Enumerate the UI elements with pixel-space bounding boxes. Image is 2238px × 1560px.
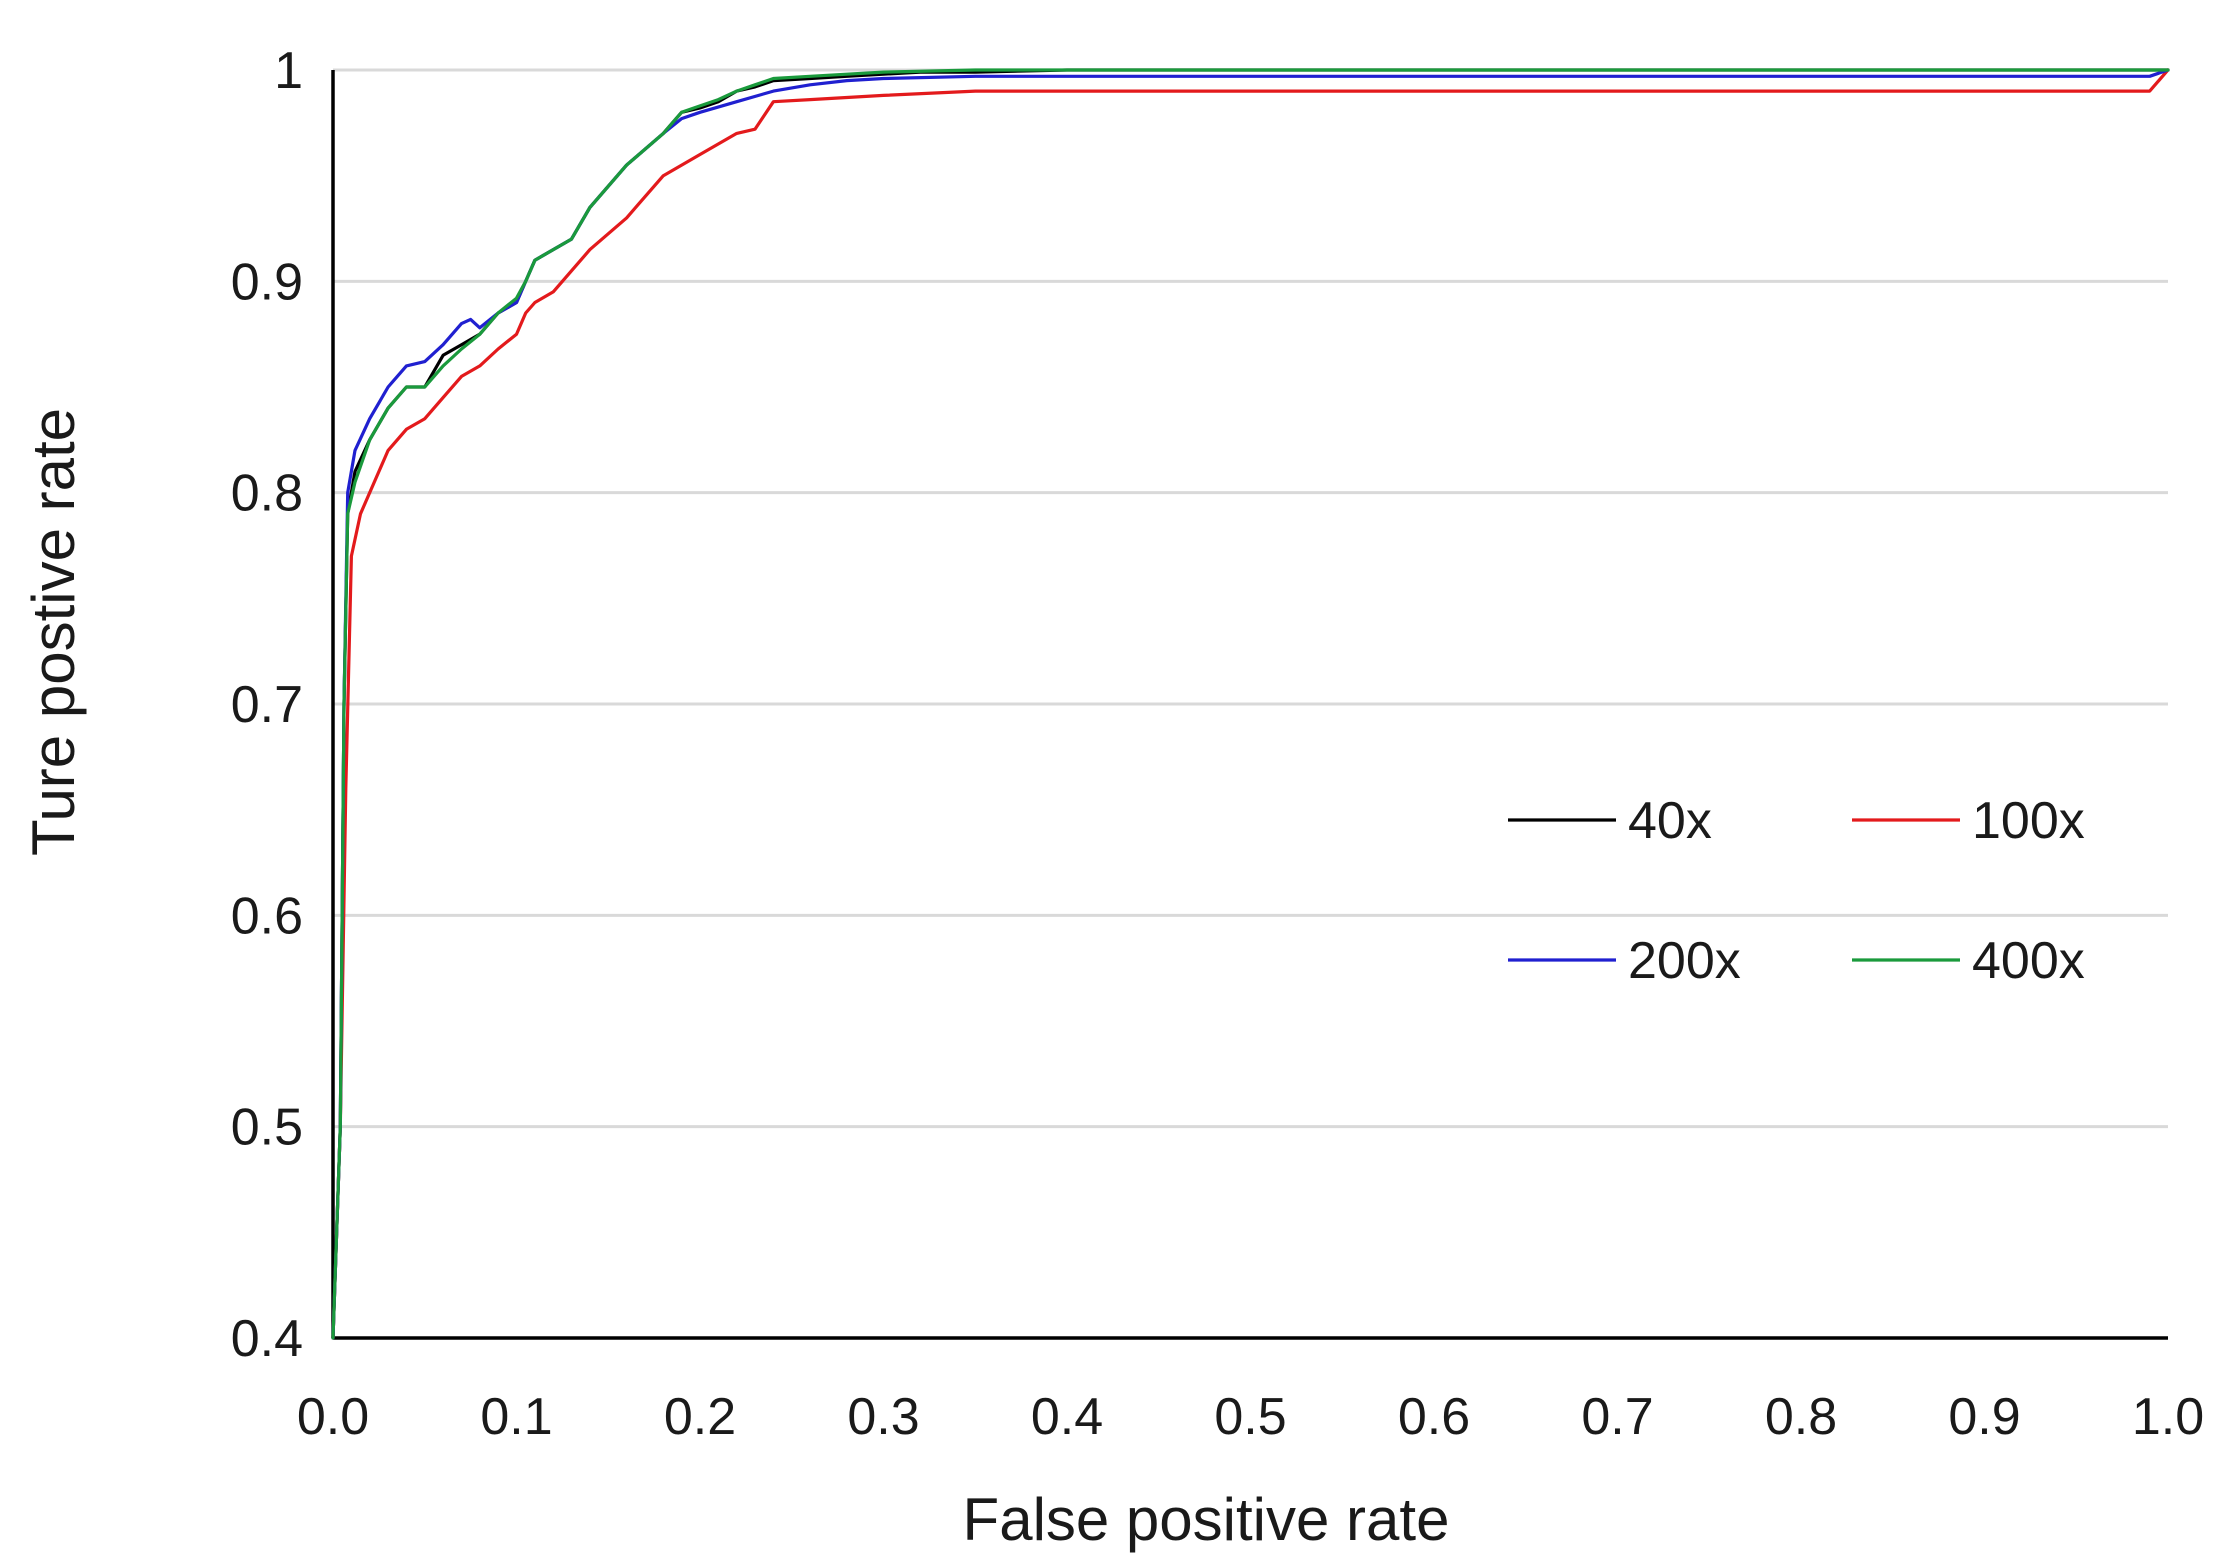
tick-labels: 0.4 0.5 0.6 0.7 0.8 0.9 1 0.0 0.1 0.2 0.3 0.4 0.5 0.6…	[231, 42, 2204, 1446]
x-tick-label: 0.9	[1948, 1388, 2020, 1446]
legend-item-40x: 40x	[1508, 792, 1712, 850]
legend: 40x 100x 200x 400x	[1508, 792, 2085, 990]
y-tick-label: 0.4	[231, 1310, 303, 1368]
x-tick-label: 1.0	[2132, 1388, 2204, 1446]
x-tick-label: 0.4	[1031, 1388, 1103, 1446]
y-tick-label: 0.9	[231, 253, 303, 311]
x-tick-label: 0.1	[480, 1388, 552, 1446]
legend-label: 400x	[1972, 932, 2085, 990]
legend-item-100x: 100x	[1852, 792, 2085, 850]
x-tick-label: 0.0	[297, 1388, 369, 1446]
x-tick-label: 0.3	[847, 1388, 919, 1446]
y-tick-label: 1	[274, 42, 303, 100]
x-tick-label: 0.6	[1398, 1388, 1470, 1446]
x-tick-label: 0.5	[1214, 1388, 1286, 1446]
y-axis-title: Ture postive rate	[20, 408, 87, 856]
y-tick-label: 0.8	[231, 465, 303, 523]
y-tick-label: 0.7	[231, 676, 303, 734]
legend-label: 200x	[1628, 932, 1741, 990]
legend-item-200x: 200x	[1508, 932, 1741, 990]
legend-item-400x: 400x	[1852, 932, 2085, 990]
axes	[331, 70, 2168, 1340]
x-tick-label: 0.7	[1581, 1388, 1653, 1446]
grid-lines	[333, 68, 2168, 1129]
series-lines	[331, 68, 2170, 1340]
y-tick-label: 0.6	[231, 887, 303, 945]
legend-label: 40x	[1628, 792, 1712, 850]
x-axis-title: False positive rate	[963, 1486, 1450, 1553]
series-line-100x	[331, 68, 2170, 1340]
x-tick-label: 0.2	[664, 1388, 736, 1446]
y-tick-label: 0.5	[231, 1099, 303, 1157]
legend-label: 100x	[1972, 792, 2085, 850]
x-tick-label: 0.8	[1765, 1388, 1837, 1446]
series-line-400x	[331, 68, 2170, 1340]
